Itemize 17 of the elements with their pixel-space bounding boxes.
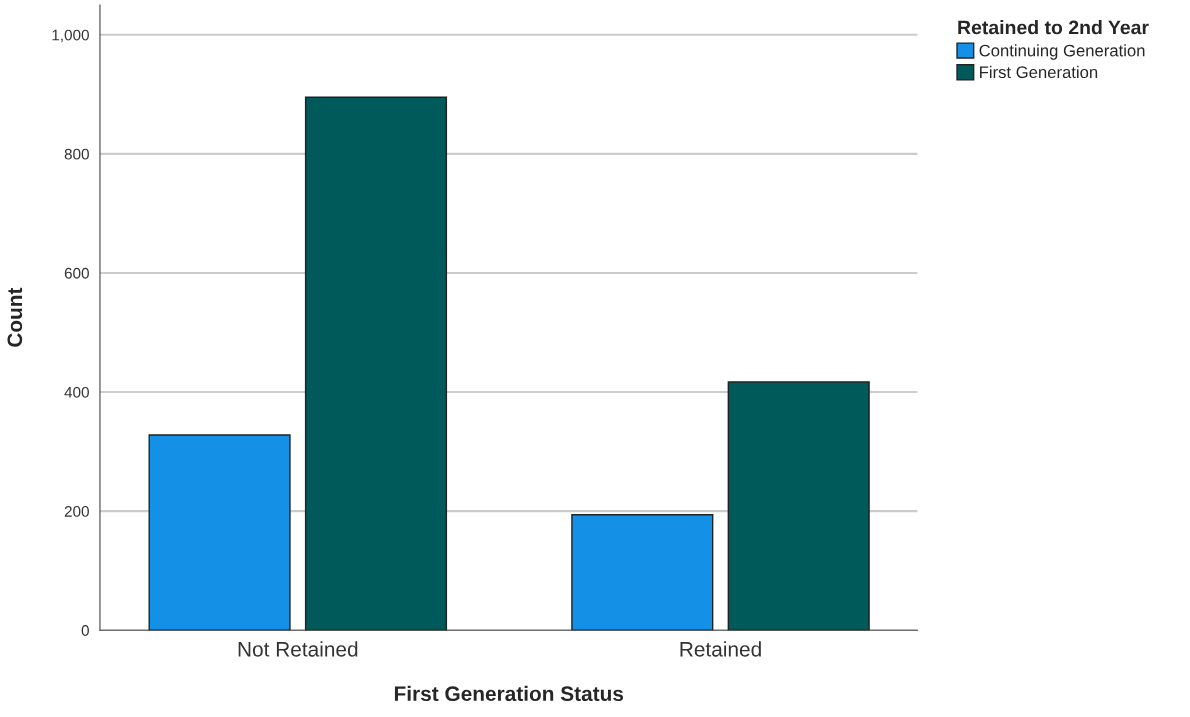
x-tick-label: Retained [680, 641, 761, 657]
bar [304, 96, 448, 631]
y-tick-label: 600 [64, 267, 89, 279]
bar [148, 434, 291, 631]
y-axis-title: Count [7, 287, 23, 347]
y-tick-label: 1,000 [52, 29, 89, 43]
y-tick-label: 0 [81, 625, 89, 636]
y-tick-label: 400 [64, 386, 89, 398]
x-axis-title: First Generation Status [394, 685, 624, 702]
bar [571, 514, 714, 631]
y-tick-label: 800 [64, 148, 89, 160]
legend-label: Continuing Generation [979, 44, 1145, 60]
x-tick-label: Not Retained [238, 641, 358, 657]
y-tick-label: 200 [64, 506, 89, 517]
legend-label: First Generation [980, 65, 1098, 79]
legend-title: Retained to 2nd Year [958, 20, 1149, 35]
bar [727, 381, 870, 631]
